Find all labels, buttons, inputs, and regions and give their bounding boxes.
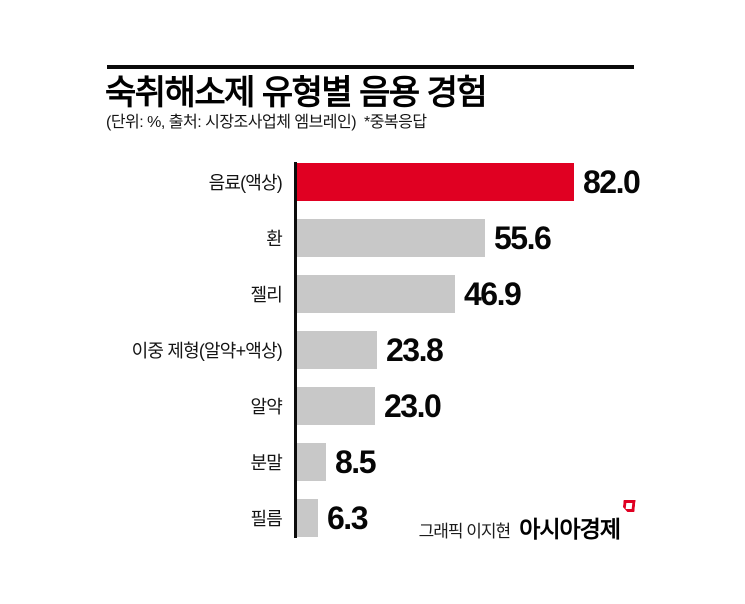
credit-author: 그래픽 이지현: [418, 522, 512, 541]
top-rule: [107, 65, 634, 69]
chart-title: 숙취해소제 유형별 음용 경험: [105, 74, 488, 112]
brand-logo-text: 아시아경제: [519, 516, 621, 542]
bar-highlighted: [297, 163, 574, 201]
bar-chart: 음료(액상) 82.0 환 55.6 젤리 46.9 이중 제형(알약+액상) 23.8 알약 2…: [107, 162, 652, 543]
bar-row: 환 55.6: [107, 219, 652, 257]
bar-value-label: 55.6: [494, 220, 552, 256]
bar: [297, 499, 318, 537]
bar-row: 이중 제형(알약+액상) 23.8: [107, 331, 652, 369]
bar: [297, 219, 485, 257]
bar-value-label: 23.8: [386, 332, 444, 368]
bar-row: 알약 23.0: [107, 387, 652, 425]
bar-value-label: 82.0: [583, 164, 641, 200]
bar: [297, 443, 326, 481]
bar-category-label: 알약: [250, 397, 282, 417]
bar-row: 분말 8.5: [107, 443, 652, 481]
bar-value-label: 8.5: [335, 444, 376, 480]
bar-category-label: 젤리: [250, 285, 282, 305]
bar-row: 음료(액상) 82.0: [107, 163, 652, 201]
bar-row: 필름 6.3: [107, 499, 652, 537]
bar-category-label: 필름: [250, 509, 282, 529]
speech-bubble-icon: [622, 500, 635, 512]
bar-row: 젤리 46.9: [107, 275, 652, 313]
chart-subtitle: (단위: %, 출처: 시장조사업체 엠브레인) *중복응답: [106, 114, 427, 131]
bar-category-label: 이중 제형(알약+액상): [131, 341, 283, 361]
bar: [297, 331, 377, 369]
bar-value-label: 6.3: [327, 500, 368, 536]
bar-rows: 음료(액상) 82.0 환 55.6 젤리 46.9 이중 제형(알약+액상) 23.8 알약 2…: [107, 163, 652, 537]
bar: [297, 387, 375, 425]
bar-category-label: 분말: [250, 453, 282, 473]
y-axis-line: [294, 162, 297, 538]
bar-category-label: 환: [266, 229, 283, 249]
bar-value-label: 23.0: [384, 388, 442, 424]
bar-category-label: 음료(액상): [208, 173, 283, 193]
bar-value-label: 46.9: [464, 276, 522, 312]
bar: [297, 275, 455, 313]
credit-line: 그래픽 이지현 아시아경제: [419, 510, 635, 544]
